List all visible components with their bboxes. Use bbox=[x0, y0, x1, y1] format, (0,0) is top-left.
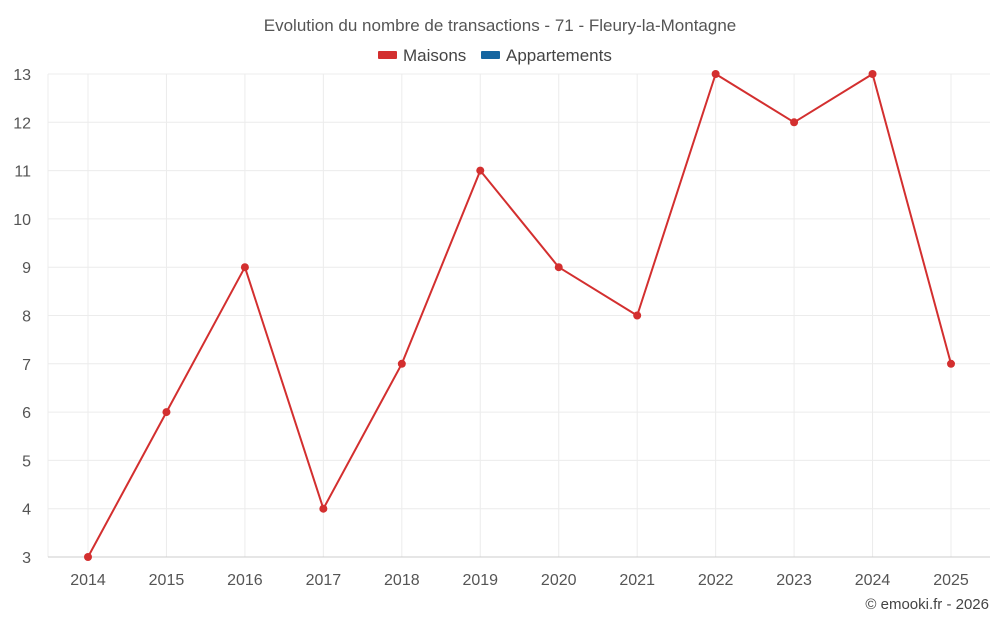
legend-label: Appartements bbox=[506, 46, 612, 65]
y-tick-label: 10 bbox=[13, 212, 31, 229]
x-tick-label: 2021 bbox=[619, 572, 655, 589]
legend-swatch bbox=[481, 51, 500, 59]
data-point[interactable] bbox=[554, 263, 563, 272]
data-point[interactable] bbox=[162, 408, 171, 417]
y-tick-label: 8 bbox=[22, 309, 31, 326]
data-point[interactable] bbox=[711, 70, 720, 78]
data-point[interactable] bbox=[633, 311, 642, 320]
x-tick-label: 2020 bbox=[541, 572, 577, 589]
y-tick-label: 12 bbox=[13, 115, 31, 132]
y-tick-label: 7 bbox=[22, 357, 31, 374]
data-point[interactable] bbox=[397, 359, 406, 368]
grid bbox=[48, 73, 990, 558]
data-point[interactable] bbox=[84, 553, 92, 561]
x-tick-label: 2014 bbox=[70, 572, 106, 589]
y-tick-label: 5 bbox=[22, 453, 31, 470]
legend-label: Maisons bbox=[403, 46, 466, 65]
y-tick-label: 11 bbox=[14, 164, 31, 181]
y-tick-label: 9 bbox=[22, 260, 31, 277]
x-tick-label: 2017 bbox=[306, 572, 342, 589]
x-tick-label: 2015 bbox=[149, 572, 185, 589]
x-tick-label: 2023 bbox=[776, 572, 812, 589]
data-point[interactable] bbox=[790, 118, 799, 127]
x-tick-label: 2024 bbox=[855, 572, 891, 589]
data-point[interactable] bbox=[947, 359, 955, 368]
credit-text: © emooki.fr - 2026 bbox=[865, 596, 989, 613]
x-tick-label: 2022 bbox=[698, 572, 734, 589]
axes: 3 4 5 6 7 8 9 10 11 12 13 2014 2015 2016 2017 2018 2019 2… bbox=[13, 67, 990, 589]
chart-title: Evolution du nombre de transactions - 71… bbox=[264, 16, 736, 35]
x-tick-label: 2016 bbox=[227, 572, 263, 589]
x-tick-label: 2025 bbox=[933, 572, 969, 589]
data-point[interactable] bbox=[476, 166, 485, 175]
data-point[interactable] bbox=[319, 504, 328, 513]
x-tick-label: 2018 bbox=[384, 572, 420, 589]
data-point[interactable] bbox=[868, 70, 877, 78]
y-tick-label: 4 bbox=[22, 502, 31, 519]
y-tick-label: 13 bbox=[13, 67, 31, 84]
y-tick-label: 3 bbox=[22, 550, 31, 567]
legend-item-appartements[interactable]: Appartements bbox=[481, 46, 612, 65]
series-layer bbox=[84, 70, 955, 561]
y-tick-label: 6 bbox=[22, 405, 31, 422]
legend-item-maisons[interactable]: Maisons bbox=[378, 46, 466, 65]
legend[interactable]: Maisons Appartements bbox=[378, 46, 612, 65]
series-line-maisons bbox=[87, 73, 952, 558]
legend-swatch bbox=[378, 51, 397, 59]
x-tick-label: 2019 bbox=[462, 572, 498, 589]
data-point[interactable] bbox=[240, 263, 249, 272]
